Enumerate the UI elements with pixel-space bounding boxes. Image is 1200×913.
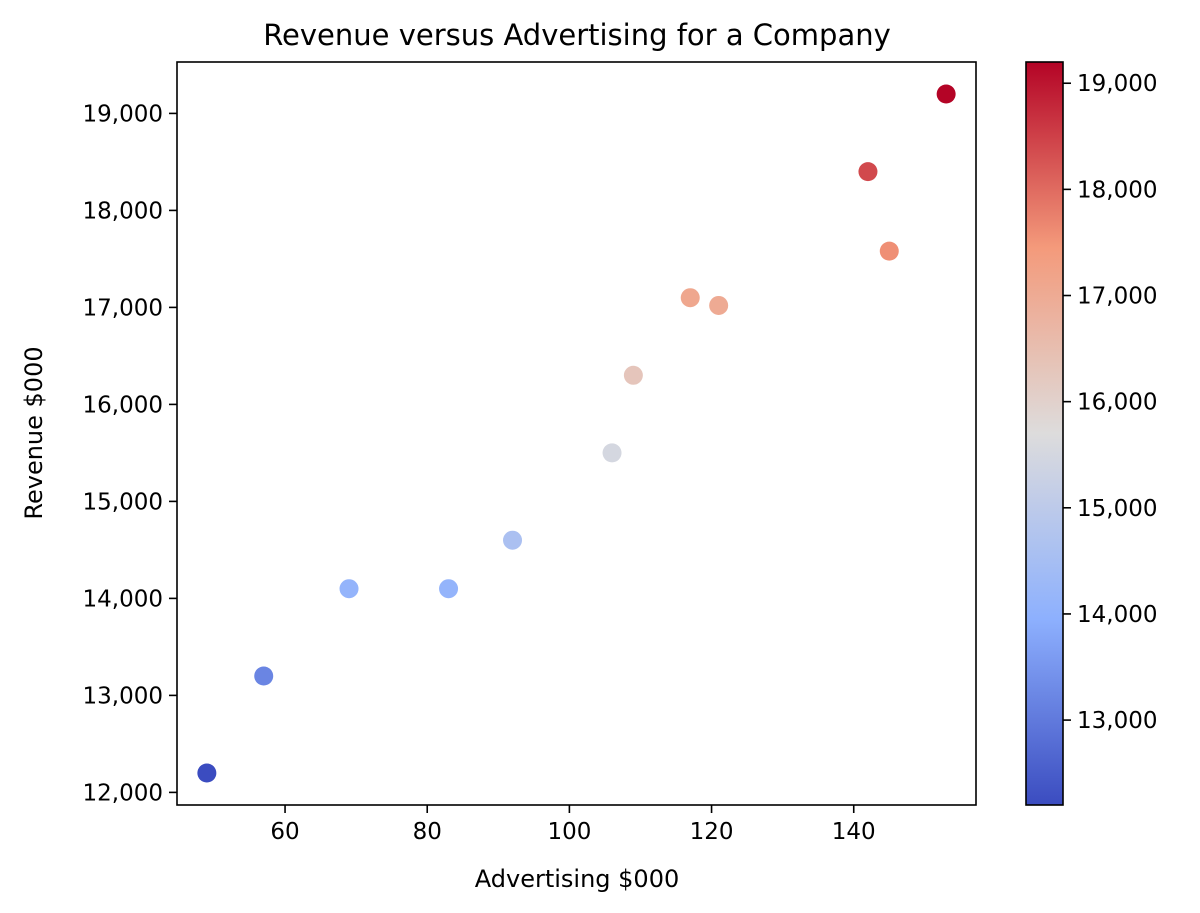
scatter-point [623, 365, 643, 385]
scatter-point [680, 288, 700, 308]
scatter-point [503, 530, 523, 550]
scatter-point [254, 666, 274, 686]
x-tick-label: 80 [413, 819, 442, 845]
scatter-point [602, 443, 622, 463]
y-tick-label: 15,000 [83, 489, 163, 515]
colorbar-tick-label: 16,000 [1077, 390, 1157, 416]
x-axis-label: Advertising $000 [475, 865, 679, 893]
y-axis-label: Revenue $000 [20, 346, 48, 519]
colorbar: 13,000 14,000 15,000 16,000 17,000 18,000 19,0… [1025, 61, 1157, 806]
y-tick-label: 17,000 [83, 295, 163, 321]
colorbar-tick-label: 15,000 [1077, 496, 1157, 522]
x-tick-label: 60 [270, 819, 299, 845]
plot-frame [176, 61, 977, 806]
y-tick-label: 12,000 [83, 780, 163, 806]
y-axis: 12,000 13,000 14,000 15,000 16,000 17,000 18,0… [83, 101, 177, 806]
y-tick-label: 18,000 [83, 198, 163, 224]
colorbar-tick-label: 14,000 [1077, 602, 1157, 628]
plot-area [176, 61, 977, 806]
colorbar-tick-label: 17,000 [1077, 284, 1157, 310]
colorbar-bar [1025, 61, 1064, 806]
y-tick-label: 19,000 [83, 101, 163, 127]
scatter-point [439, 579, 459, 599]
colorbar-tick-label: 18,000 [1077, 177, 1157, 203]
colorbar-tick-label: 13,000 [1077, 708, 1157, 734]
x-tick-label: 100 [547, 819, 591, 845]
chart-title: Revenue versus Advertising for a Company [263, 18, 891, 52]
scatter-point [709, 295, 729, 315]
scatter-point [197, 763, 217, 783]
scatter-point [879, 241, 899, 261]
y-tick-label: 14,000 [83, 586, 163, 612]
scatter-point [858, 162, 878, 182]
scatter-point [936, 84, 956, 104]
y-tick-label: 13,000 [83, 683, 163, 709]
y-tick-label: 16,000 [83, 392, 163, 418]
x-axis: 60 80 100 120 140 [270, 805, 876, 845]
x-tick-label: 140 [832, 819, 876, 845]
x-tick-label: 120 [690, 819, 734, 845]
colorbar-tick-label: 19,000 [1077, 71, 1157, 97]
scatter-point [339, 579, 359, 599]
